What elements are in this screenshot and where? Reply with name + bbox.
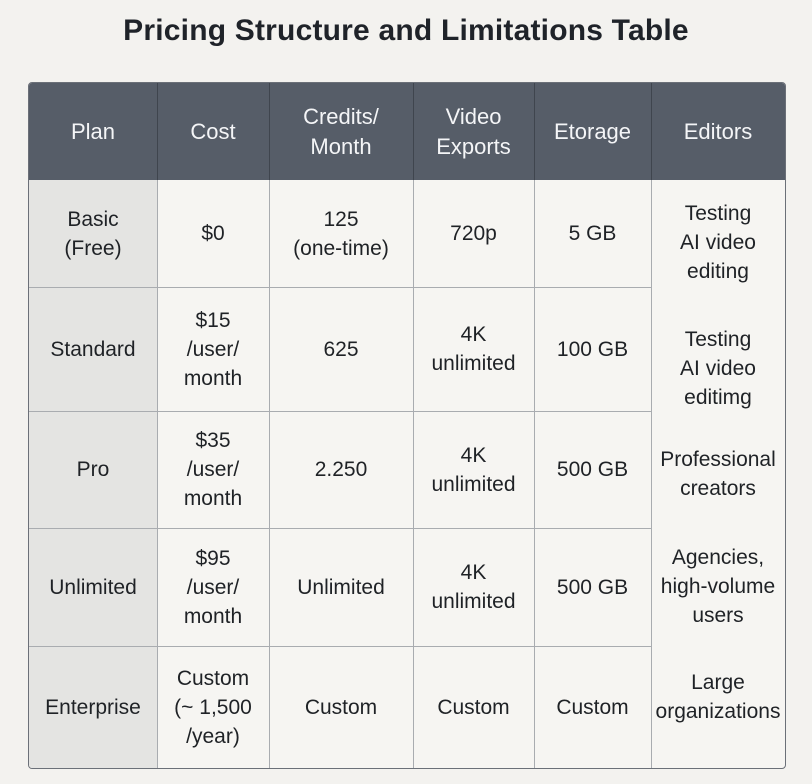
header-divider xyxy=(413,83,414,180)
header-divider xyxy=(651,83,652,180)
row-divider xyxy=(29,287,651,288)
row-standard-storage: 100 GB xyxy=(556,337,629,361)
row-pro-cost: $35 /user/ month xyxy=(183,429,243,510)
pricing-table: Plan Cost Credits/ Month Video Exports E… xyxy=(28,82,786,769)
header-credits: Credits/ Month xyxy=(269,83,413,180)
row-basic-plan: Basic (Free) xyxy=(29,180,157,287)
column-divider xyxy=(651,180,652,768)
row-enterprise-credits: Custom xyxy=(304,695,378,719)
row-enterprise-exports: Custom xyxy=(437,695,510,719)
row-unlimited-exports: 4K unlimited xyxy=(431,561,516,613)
row-divider xyxy=(29,646,651,647)
row-pro-editors: Professional creators xyxy=(660,448,776,500)
row-divider xyxy=(29,528,651,529)
row-basic-storage: 5 GB xyxy=(568,222,617,245)
header-exports: Video Exports xyxy=(413,83,534,180)
row-unlimited-plan: Unlimited xyxy=(29,528,157,646)
row-pro-plan: Pro xyxy=(29,411,157,528)
row-pro-credits: 2.250 xyxy=(314,458,368,481)
row-enterprise-plan: Enterprise xyxy=(29,646,157,768)
column-divider xyxy=(157,180,158,768)
header-plan: Plan xyxy=(29,83,157,180)
row-enterprise-storage: Custom xyxy=(556,695,629,719)
header-divider xyxy=(534,83,535,180)
header-editors: Editors xyxy=(651,83,785,180)
row-standard-plan: Standard xyxy=(29,287,157,411)
row-pro-exports: 4K unlimited xyxy=(431,443,516,496)
header-divider xyxy=(157,83,158,180)
row-unlimited-credits: Unlimited xyxy=(297,575,385,599)
row-standard-credits: 625 xyxy=(323,337,359,361)
row-divider xyxy=(29,411,651,412)
page-title: Pricing Structure and Limitations Table xyxy=(123,14,689,47)
row-standard-cost: $15 /user/ month xyxy=(183,308,243,390)
row-unlimited-cost: $95 /user/ month xyxy=(183,546,243,628)
row-standard-exports: 4K unlimited xyxy=(431,323,516,375)
column-divider xyxy=(413,180,414,768)
row-basic-credits: 125 (one-time) xyxy=(293,207,389,260)
column-divider xyxy=(269,180,270,768)
row-enterprise-editors: Large organizations xyxy=(655,671,781,723)
row-basic-cost: $0 xyxy=(201,222,225,245)
row-basic-editors: Testing AI video editing xyxy=(680,201,756,283)
row-unlimited-storage: 500 GB xyxy=(556,575,629,599)
column-divider xyxy=(534,180,535,768)
header-divider xyxy=(269,83,270,180)
row-pro-storage: 500 GB xyxy=(556,458,629,481)
row-standard-editors: Testing AI video editimg xyxy=(680,327,756,409)
row-unlimited-editors: Agencies, high-volume users xyxy=(660,545,776,627)
header-storage: Etorage xyxy=(534,83,651,180)
header-cost: Cost xyxy=(157,83,269,180)
row-basic-exports: 720p xyxy=(450,222,497,245)
row-enterprise-cost: Custom (~ 1,500 /year) xyxy=(174,666,252,748)
